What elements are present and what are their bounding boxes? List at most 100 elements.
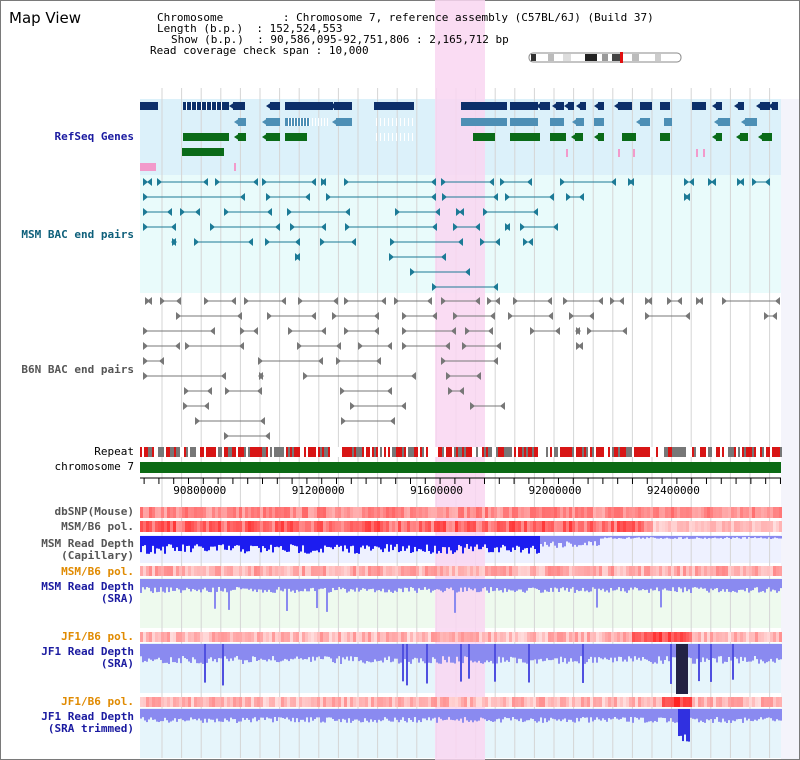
heat-cell [497,521,500,532]
heat-cell [605,566,608,576]
depth-bar [774,709,776,722]
heat-cell [365,507,368,518]
depth-bar [632,644,634,662]
bac-end-marker [311,312,316,320]
heat-cell [746,521,749,532]
depth-bar [712,709,714,723]
heat-cell [449,632,452,642]
repeat-element [284,447,286,457]
depth-bar [584,644,586,664]
repeat-element [388,447,390,457]
heat-cell [563,632,566,642]
heat-cell [257,566,260,576]
depth-bar [230,709,232,718]
depth-bar [384,536,386,549]
track-label-dbsnp[interactable]: dbSNP(Mouse) [54,505,134,518]
depth-bar [726,536,728,538]
track-label-msm-depth-sra[interactable]: MSM Read Depth (SRA) [41,580,134,605]
depth-bar [656,709,658,722]
depth-bar [760,536,762,538]
depth-bar [720,536,722,538]
heat-cell [425,521,428,532]
depth-bar [410,536,412,553]
track-label-b6n-bac[interactable]: B6N BAC end pairs [21,363,134,376]
track-label-msm-pol-2[interactable]: MSM/B6 pol. [61,565,134,578]
heat-cell [176,632,179,642]
heat-cell [182,632,185,642]
repeat-element [600,447,602,457]
track-label-msm-depth-capillary[interactable]: MSM Read Depth (Capillary) [41,537,134,562]
depth-bar [516,579,518,591]
repeat-element [278,447,280,457]
depth-bar [452,579,454,591]
heat-cell [581,566,584,576]
depth-bar [688,709,690,742]
heat-cell [470,507,473,518]
depth-bar [610,644,612,658]
heat-cell [482,632,485,642]
depth-bar [172,644,174,663]
depth-bar [538,579,540,591]
depth-bar [422,644,424,662]
heat-cell [650,507,653,518]
track-label-refseq-genes[interactable]: RefSeq Genes [54,130,134,143]
depth-bar [308,644,310,658]
depth-bar [176,536,178,548]
depth-bar [634,579,636,588]
repeat-element [174,447,176,457]
depth-bar [192,709,194,720]
heat-cell [641,507,644,518]
track-label-msm-pol[interactable]: MSM/B6 pol. [61,520,134,533]
heat-cell [218,507,221,518]
depth-bar [278,709,280,718]
depth-bar [698,709,700,723]
repeat-element [714,447,716,457]
exon-gap [408,133,409,141]
heat-cell [461,697,464,707]
depth-bar [690,644,692,659]
heat-cell [665,521,668,532]
heat-cell [350,566,353,576]
heat-cell [209,521,212,532]
heat-cell [734,697,737,707]
heat-cell [542,632,545,642]
depth-bar [282,709,284,719]
depth-bar [146,644,148,662]
depth-bar [608,709,610,719]
exon-gap [318,118,319,126]
repeat-element [300,447,302,457]
heat-cell [536,507,539,518]
heat-cell [749,697,752,707]
track-label-jf1-depth-sra[interactable]: JF1 Read Depth (SRA) [41,645,134,670]
heat-cell [608,632,611,642]
track-label-jf1-pol-2[interactable]: JF1/B6 pol. [61,695,134,708]
depth-bar [180,644,182,664]
heat-cell [452,521,455,532]
heat-cell [701,632,704,642]
depth-bar [738,579,740,590]
depth-bar [702,644,704,658]
heat-cell [488,507,491,518]
gene-feature [576,118,584,126]
depth-bar [756,709,758,721]
heat-cell [701,521,704,532]
bac-end-marker [711,178,716,186]
track-label-msm-bac[interactable]: MSM BAC end pairs [21,228,134,241]
heat-cell [140,566,143,576]
heat-cell [416,566,419,576]
heat-cell [434,521,437,532]
depth-bar [594,579,596,589]
heat-cell [563,521,566,532]
heat-cell [296,632,299,642]
gene-strand-arrow [552,102,558,110]
depth-bar [220,579,222,591]
repeat-element [316,447,318,457]
heat-cell [617,507,620,518]
track-label-repeat[interactable]: Repeat [94,445,134,458]
track-label-jf1-depth-trimmed[interactable]: JF1 Read Depth (SRA trimmed) [41,710,134,735]
track-label-jf1-pol[interactable]: JF1/B6 pol. [61,630,134,643]
depth-bar [256,579,258,593]
heat-cell [263,521,266,532]
track-label-chromosome[interactable]: chromosome 7 [54,460,134,473]
